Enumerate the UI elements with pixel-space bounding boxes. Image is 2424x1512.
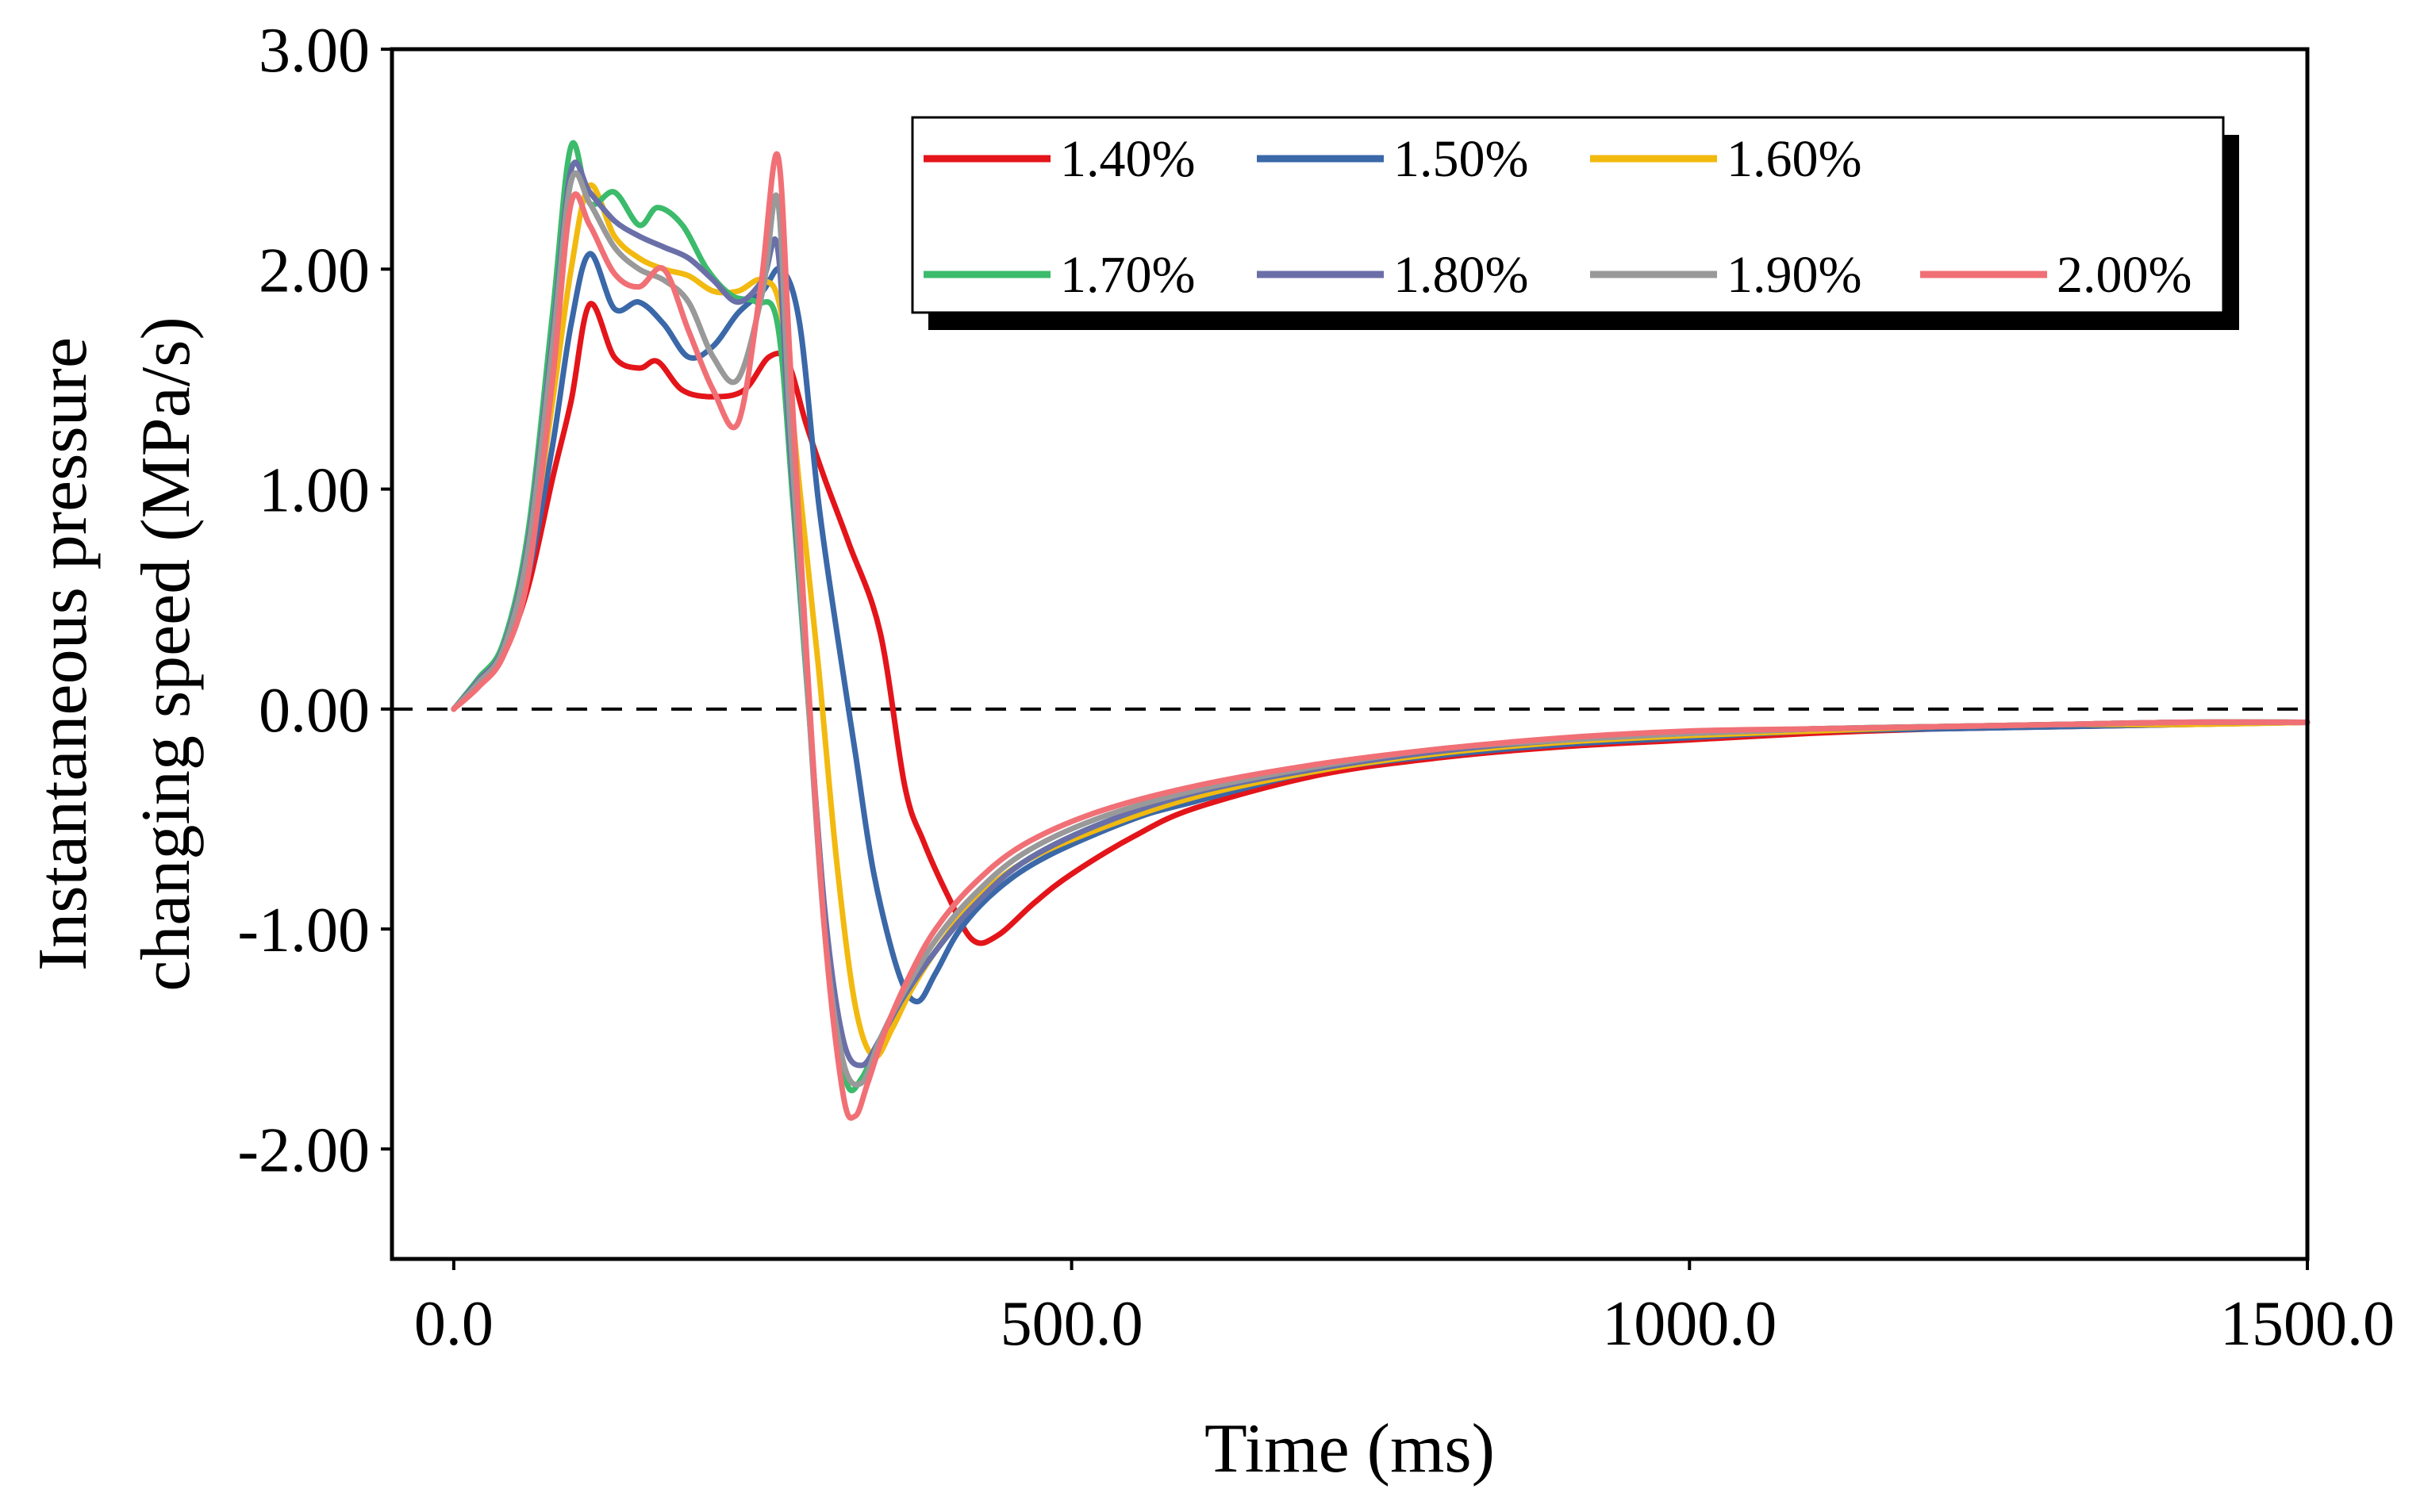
legend-item: 1.40%	[924, 130, 1195, 188]
series-line-1-50pct	[451, 251, 2311, 1005]
legend-items: 1.40% 1.50% 1.60% 1.70% 1.80% 1.90% 2.00%	[924, 130, 2192, 304]
y-tick-label: 1.00	[259, 456, 370, 526]
series-lines	[451, 140, 2311, 1121]
legend-label: 1.50%	[1393, 130, 1528, 188]
series-line-2-00pct	[451, 151, 2311, 1121]
y-tick-labels: 3.00 2.00 1.00 0.00 -1.00 -2.00	[237, 16, 370, 1185]
x-tick-label: 1500.0	[2220, 1289, 2395, 1359]
x-axis-title: Time (ms)	[1204, 1410, 1495, 1487]
series-line-1-40pct	[451, 301, 2311, 946]
legend-item: 1.90%	[1590, 246, 1861, 304]
y-tick-label: 0.00	[259, 676, 370, 746]
legend-label: 2.00%	[2057, 246, 2192, 304]
legend-item: 1.50%	[1257, 130, 1528, 188]
y-tick-label: -1.00	[237, 896, 370, 965]
x-tick-label: 0.0	[414, 1289, 494, 1359]
x-tick-label: 500.0	[1001, 1289, 1143, 1359]
y-tick-label: -2.00	[237, 1115, 370, 1185]
y-tick-label: 3.00	[259, 16, 370, 86]
legend-item: 1.70%	[924, 246, 1195, 304]
legend-label: 1.70%	[1060, 246, 1195, 304]
x-tick-label: 1000.0	[1602, 1289, 1777, 1359]
legend-label: 1.40%	[1060, 130, 1195, 188]
legend-box	[911, 116, 2225, 314]
legend-label: 1.60%	[1727, 130, 1861, 188]
legend-label: 1.80%	[1393, 246, 1528, 304]
y-axis-title-line-2: changing speed (MPa/s)	[128, 317, 205, 991]
legend-item: 1.60%	[1590, 130, 1861, 188]
y-tick-label: 2.00	[259, 236, 370, 305]
x-tick-labels: 0.0 500.0 1000.0 1500.0	[414, 1289, 2395, 1359]
y-axis-title-line-1: Instantaneous pressure	[25, 337, 102, 971]
legend-item: 2.00%	[1920, 246, 2192, 304]
plot-frame	[390, 47, 2310, 1261]
legend-item: 1.80%	[1257, 246, 1528, 304]
legend: 1.40% 1.50% 1.60% 1.70% 1.80% 1.90% 2.00%	[911, 116, 2239, 330]
legend-label: 1.90%	[1727, 246, 1861, 304]
